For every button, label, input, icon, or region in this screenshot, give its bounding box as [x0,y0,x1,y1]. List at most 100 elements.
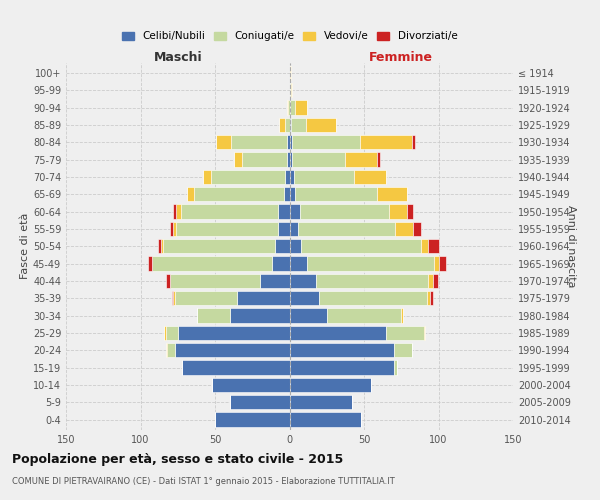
Bar [290,187,295,202]
Bar [394,360,397,374]
Bar [298,222,395,236]
Bar [290,360,394,374]
Bar [175,291,238,306]
Bar [424,326,425,340]
Bar [290,395,352,409]
Bar [175,343,290,357]
Bar [260,274,290,288]
Bar [295,187,377,202]
Bar [290,256,307,270]
Bar [164,326,166,340]
Y-axis label: Anni di nascita: Anni di nascita [566,205,576,288]
Bar [319,291,427,306]
Bar [412,135,415,150]
Bar [166,343,167,357]
Bar [285,170,290,184]
Bar [290,308,327,322]
Bar [395,222,413,236]
Bar [292,135,359,150]
Bar [212,378,290,392]
Bar [377,187,407,202]
Bar [386,326,424,340]
Bar [163,239,275,254]
Bar [359,135,412,150]
Bar [288,100,290,114]
Legend: Celibi/Nubili, Coniugati/e, Vedovi/e, Divorziati/e: Celibi/Nubili, Coniugati/e, Vedovi/e, Di… [118,28,461,46]
Bar [389,204,407,218]
Bar [295,100,307,114]
Bar [290,118,291,132]
Bar [291,118,306,132]
Bar [275,239,290,254]
Bar [217,135,232,150]
Bar [152,256,272,270]
Bar [428,239,439,254]
Bar [279,118,285,132]
Text: COMUNE DI PIETRAVAIRANO (CE) - Dati ISTAT 1° gennaio 2015 - Elaborazione TUTTITA: COMUNE DI PIETRAVAIRANO (CE) - Dati ISTA… [12,478,395,486]
Bar [285,118,290,132]
Bar [294,170,353,184]
Text: Maschi: Maschi [154,51,202,64]
Bar [427,291,430,306]
Bar [287,135,290,150]
Bar [430,291,433,306]
Bar [394,343,412,357]
Bar [242,152,287,166]
Bar [173,291,175,306]
Bar [439,256,446,270]
Y-axis label: Fasce di età: Fasce di età [20,213,30,280]
Bar [215,412,290,426]
Bar [421,239,428,254]
Bar [161,239,163,254]
Bar [291,83,292,98]
Bar [278,222,290,236]
Bar [290,135,292,150]
Bar [290,239,301,254]
Bar [287,152,290,166]
Bar [166,274,170,288]
Bar [197,308,230,322]
Bar [232,135,287,150]
Bar [173,222,176,236]
Bar [235,152,242,166]
Bar [176,222,278,236]
Bar [148,256,152,270]
Bar [278,204,290,218]
Bar [170,222,173,236]
Bar [187,187,194,202]
Bar [401,308,403,322]
Bar [428,274,433,288]
Bar [290,412,361,426]
Bar [413,222,421,236]
Bar [170,274,260,288]
Bar [182,360,290,374]
Bar [238,291,290,306]
Bar [166,326,178,340]
Bar [290,343,394,357]
Bar [407,204,413,218]
Bar [181,204,278,218]
Bar [290,100,295,114]
Bar [290,222,298,236]
Bar [377,152,380,166]
Bar [287,100,288,114]
Bar [327,308,401,322]
Bar [172,291,173,306]
Bar [433,274,439,288]
Bar [290,291,319,306]
Bar [178,326,290,340]
Bar [290,66,291,80]
Bar [284,187,290,202]
Bar [434,256,439,270]
Bar [158,239,161,254]
Text: Femmine: Femmine [369,51,433,64]
Bar [194,187,284,202]
Bar [290,204,300,218]
Bar [230,308,290,322]
Bar [306,118,335,132]
Bar [290,152,292,166]
Bar [290,378,371,392]
Bar [292,152,344,166]
Bar [173,204,176,218]
Bar [176,204,181,218]
